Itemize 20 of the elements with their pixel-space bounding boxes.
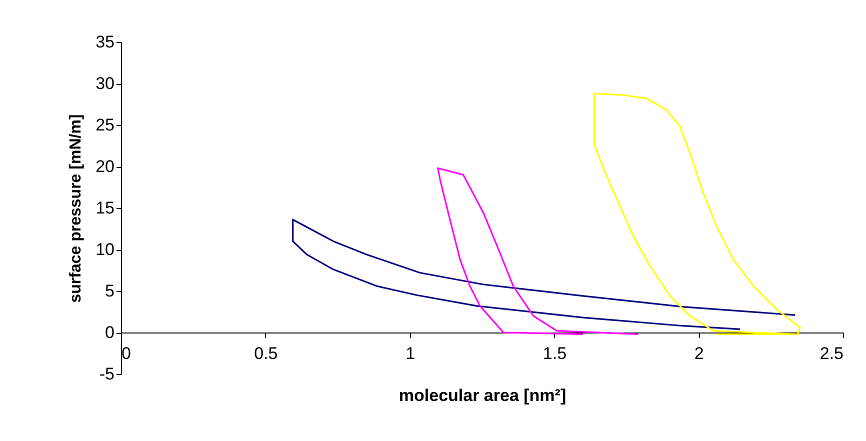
x-axis-title: molecular area [nm²] bbox=[398, 386, 566, 405]
y-tick-label: 20 bbox=[96, 157, 114, 176]
line-series bbox=[437, 167, 639, 335]
y-tick-label: 10 bbox=[96, 240, 114, 259]
line-series bbox=[292, 218, 796, 330]
y-tick-label: 25 bbox=[96, 116, 114, 134]
y-tick-label: -5 bbox=[99, 364, 114, 384]
x-tick-label: 0 bbox=[122, 344, 131, 363]
y-tick-label: 0 bbox=[105, 323, 114, 342]
x-tick-label: 2.5 bbox=[820, 344, 844, 363]
y-axis-title: surface pressure [mN/m] bbox=[68, 114, 85, 303]
x-tick-label: 1.5 bbox=[542, 344, 567, 363]
y-tick-label: 5 bbox=[105, 282, 114, 300]
y-tick-label: 15 bbox=[96, 198, 114, 218]
line-series bbox=[594, 92, 801, 335]
x-tick-label: 1 bbox=[406, 344, 416, 363]
y-tick-label: 30 bbox=[96, 74, 114, 93]
x-tick-label: 2 bbox=[694, 344, 704, 363]
y-tick-label: 35 bbox=[96, 32, 114, 52]
x-tick-label: 0.5 bbox=[254, 344, 278, 363]
